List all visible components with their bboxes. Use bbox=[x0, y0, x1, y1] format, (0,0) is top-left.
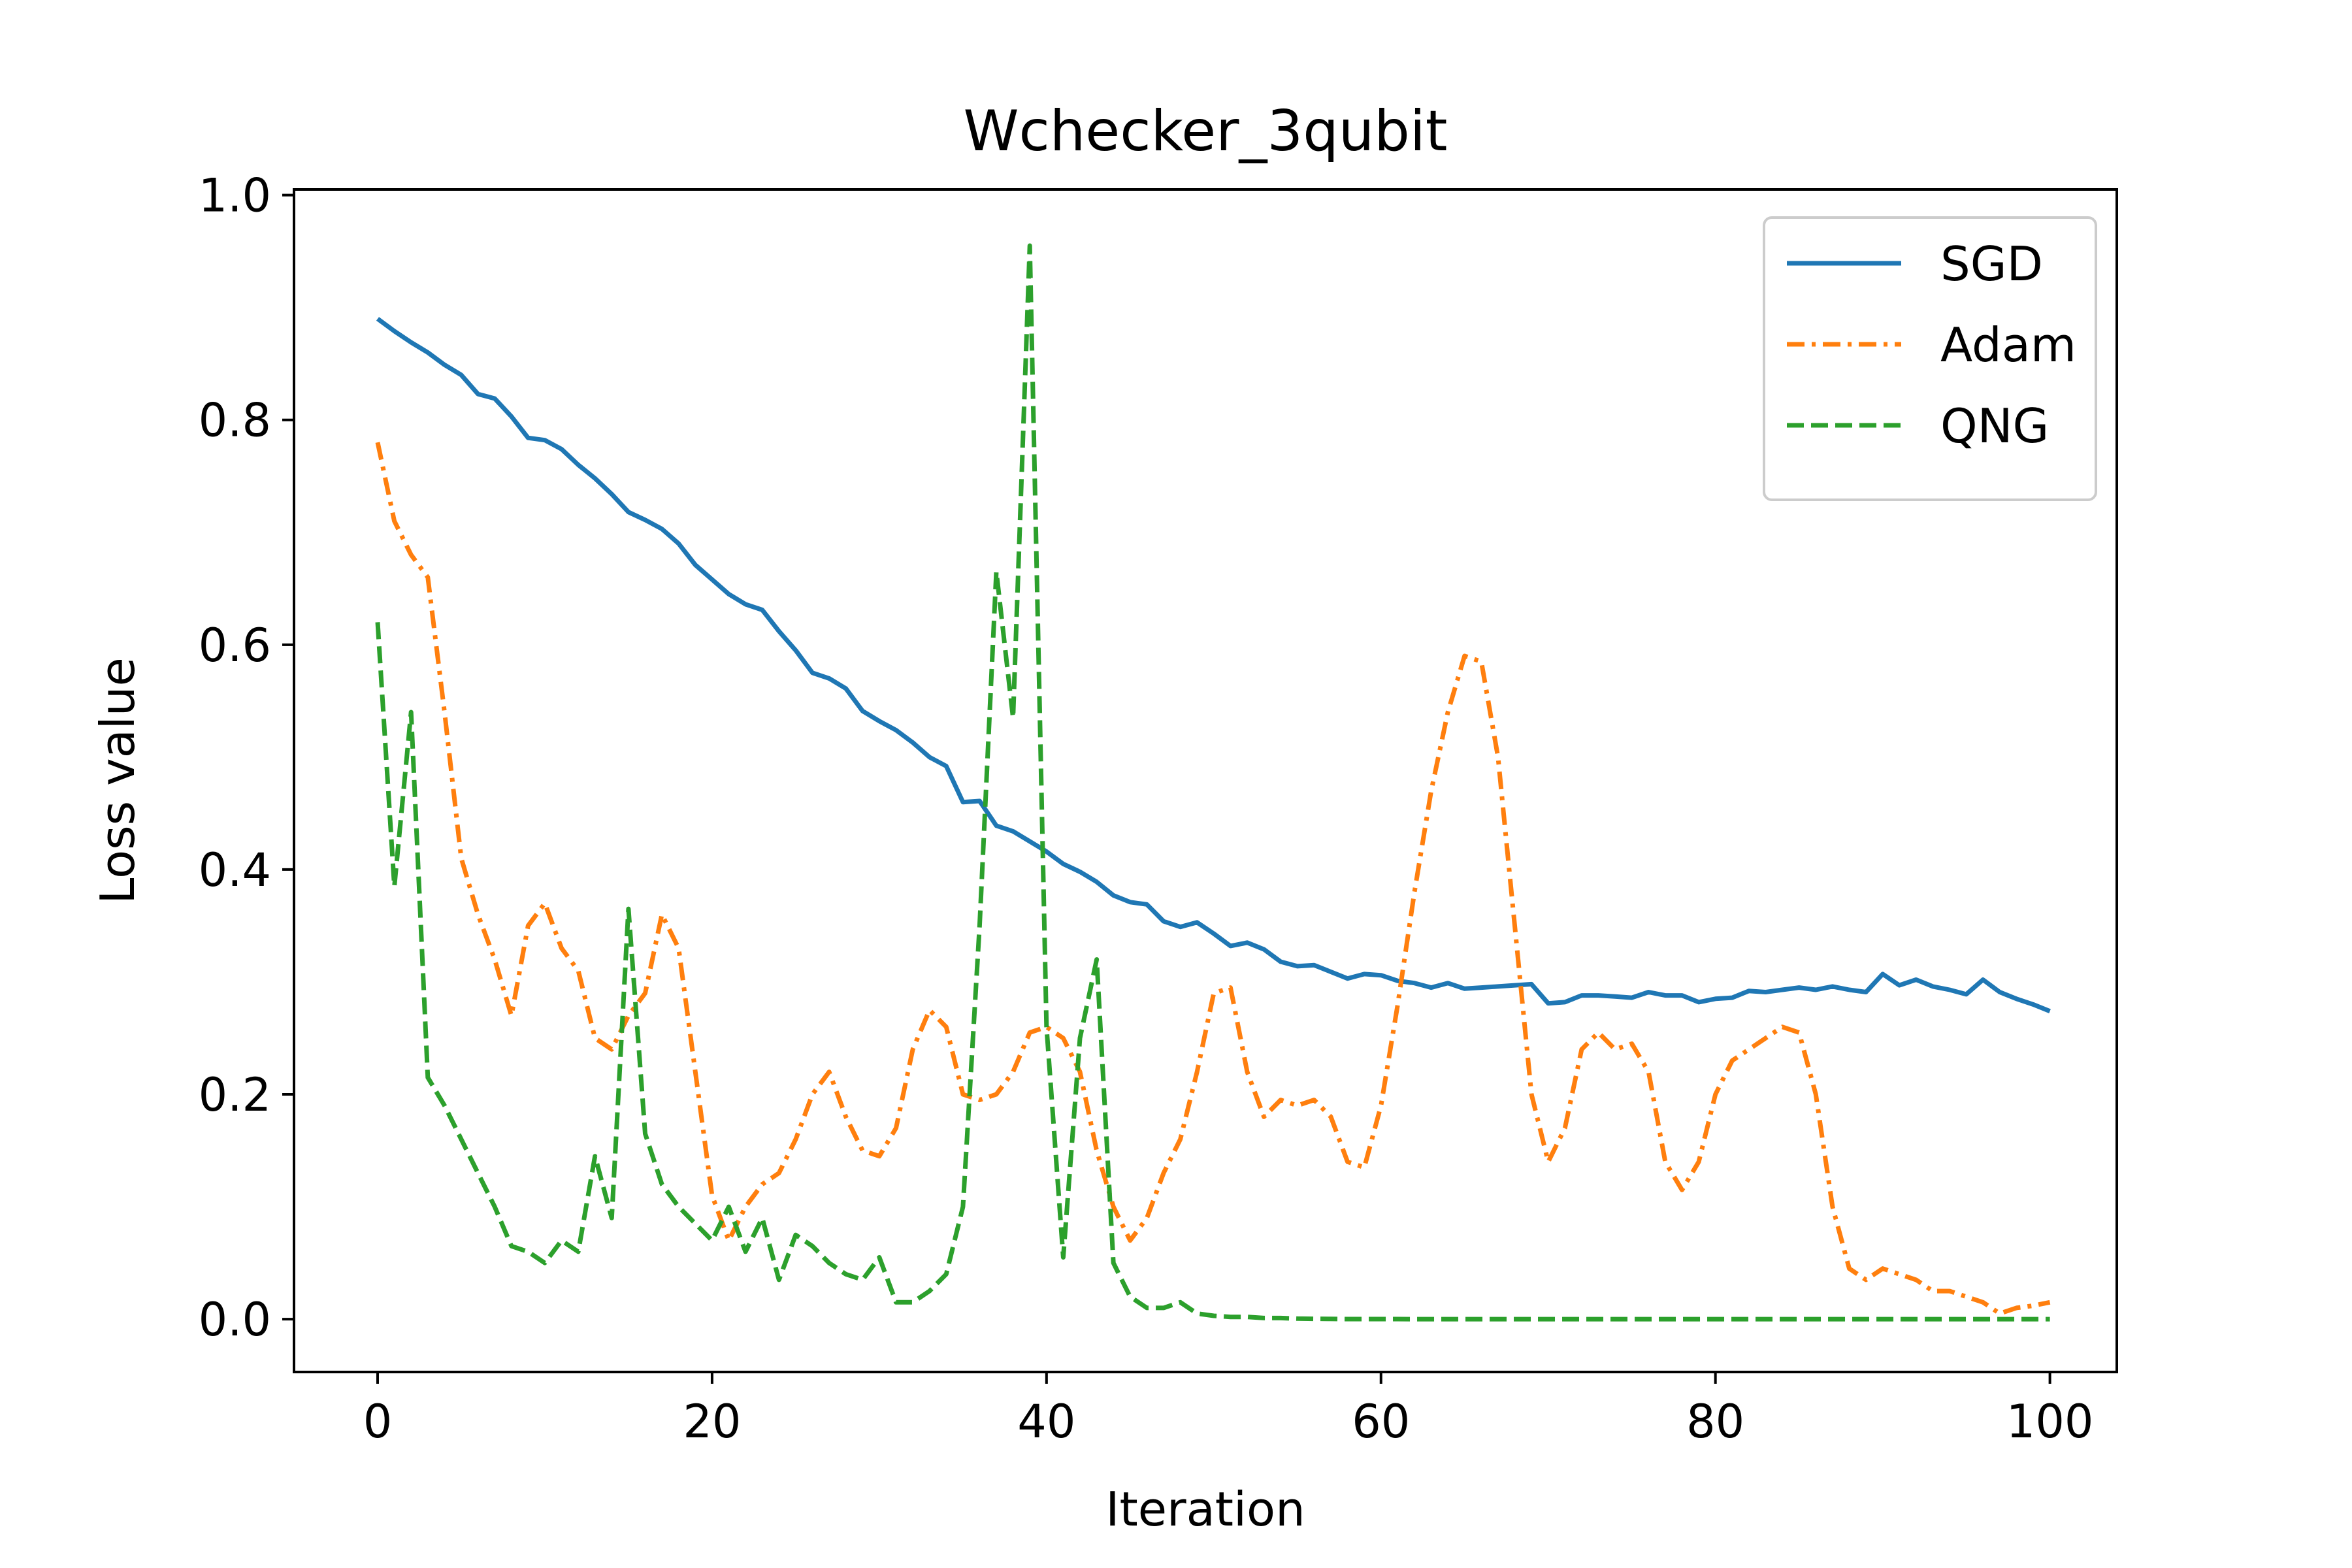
legend: SGD Adam QNG bbox=[1763, 216, 2097, 501]
series-layer bbox=[375, 243, 2051, 1322]
x-tick-label: 20 bbox=[683, 1395, 741, 1448]
y-tick-label: 0.6 bbox=[199, 619, 271, 672]
series-line-qng bbox=[375, 243, 2050, 1322]
legend-box bbox=[1763, 216, 2097, 501]
legend-label-qng: QNG bbox=[1940, 399, 2049, 453]
legend-label-sgd: SGD bbox=[1940, 237, 2043, 291]
x-tick-label: 100 bbox=[2006, 1395, 2094, 1448]
x-tick-label: 40 bbox=[1017, 1395, 1075, 1448]
x-axis-label: Iteration bbox=[1105, 1482, 1305, 1537]
legend-label-adam: Adam bbox=[1940, 318, 2076, 372]
y-tick-label: 0.8 bbox=[199, 394, 271, 448]
x-tick-label: 60 bbox=[1352, 1395, 1410, 1448]
series-line-sgd bbox=[376, 317, 2051, 1013]
y-tick-label: 1.0 bbox=[199, 169, 271, 223]
x-axis: 0 20 40 60 80 100 bbox=[363, 1372, 2094, 1448]
x-tick-label: 80 bbox=[1686, 1395, 1744, 1448]
y-axis: 0.0 0.2 0.4 0.6 0.8 1.0 bbox=[199, 169, 294, 1347]
y-tick-label: 0.0 bbox=[199, 1293, 271, 1347]
y-tick-label: 0.4 bbox=[199, 843, 271, 897]
plot-frame bbox=[293, 188, 2118, 1373]
chart-title: Wchecker_3qubit bbox=[963, 99, 1447, 164]
y-tick-label: 0.2 bbox=[199, 1068, 271, 1122]
x-tick-label: 0 bbox=[363, 1395, 393, 1448]
y-axis-label: Loss value bbox=[90, 657, 145, 904]
series-line-adam bbox=[375, 442, 2051, 1316]
